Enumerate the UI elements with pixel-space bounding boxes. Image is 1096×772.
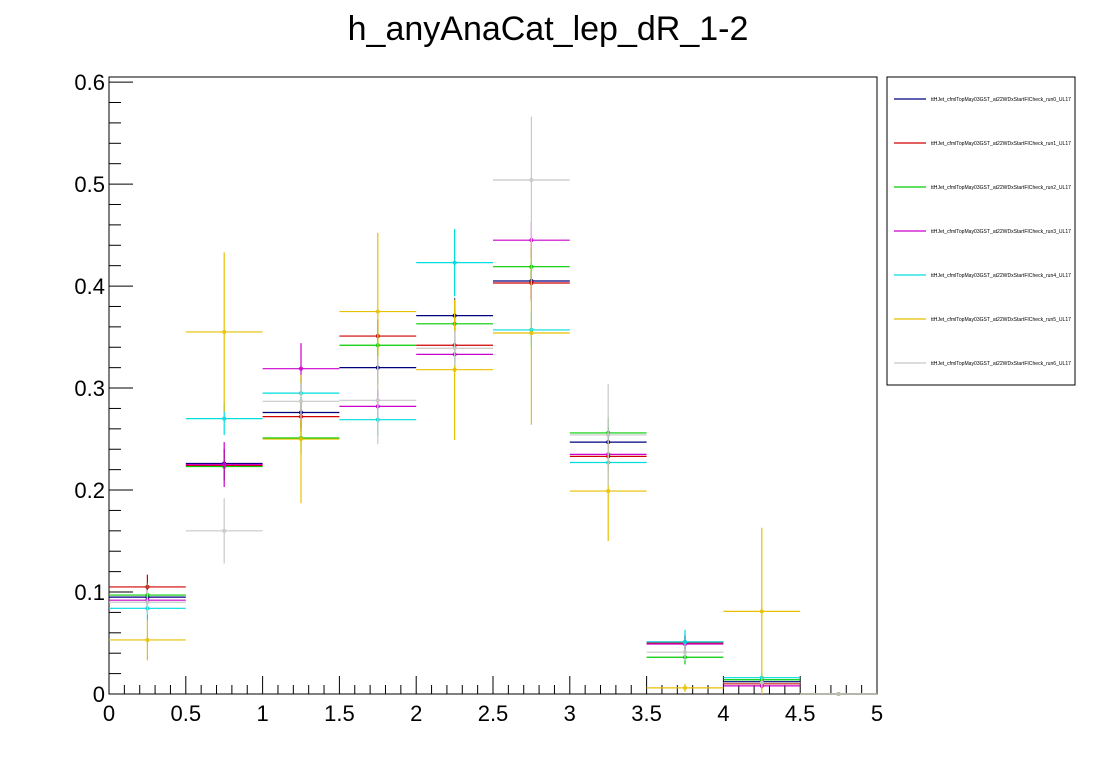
x-tick-label: 0.5 (171, 701, 202, 726)
legend-entry: ttHJet_cfmlTopMay03GST_at22WDxStartFIChe… (894, 317, 1071, 323)
data-point (452, 346, 457, 351)
data-point (375, 309, 380, 314)
x-tick-label: 0 (103, 701, 115, 726)
data-point (145, 637, 150, 642)
legend-entry: ttHJet_cfmlTopMay03GST_at22WDxStartFIChe… (894, 141, 1071, 147)
x-tick-label: 3 (564, 701, 576, 726)
data-point (222, 416, 227, 421)
y-tick-label: 0.5 (74, 172, 105, 197)
x-tick-label: 2.5 (478, 701, 509, 726)
data-point (606, 489, 611, 494)
data-point (683, 685, 688, 690)
chart-title: h_anyAnaCat_lep_dR_1-2 (348, 10, 749, 48)
data-point (683, 650, 688, 655)
legend-entry: ttHJet_cfmlTopMay03GST_at22WDxStartFIChe… (894, 185, 1071, 191)
legend-label: ttHJet_cfmlTopMay03GST_at22WDxStartFIChe… (931, 185, 1071, 191)
y-tick-label: 0.3 (74, 376, 105, 401)
x-tick-label: 5 (871, 701, 883, 726)
y-axis: 0 0.1 0.2 0.3 0.4 0.5 0.6 (74, 70, 133, 707)
series-6 (109, 116, 877, 697)
x-tick-label: 1 (256, 701, 268, 726)
legend-entry: ttHJet_cfmlTopMay03GST_at22WDxStartFIChe… (894, 361, 1071, 367)
x-tick-label: 4.5 (785, 701, 816, 726)
x-tick-label: 3.5 (631, 701, 662, 726)
x-tick-label: 1.5 (324, 701, 355, 726)
data-point (222, 528, 227, 533)
data-point (375, 398, 380, 403)
legend-label: ttHJet_cfmlTopMay03GST_at22WDxStartFIChe… (931, 273, 1071, 279)
data-point (836, 692, 841, 697)
data-point (683, 639, 688, 644)
data-series (109, 116, 877, 697)
y-tick-label: 0.2 (74, 478, 105, 503)
data-point (529, 330, 534, 335)
legend-label: ttHJet_cfmlTopMay03GST_at22WDxStartFIChe… (931, 361, 1071, 367)
data-point (606, 432, 611, 437)
data-point (529, 178, 534, 183)
legend-entry: ttHJet_cfmlTopMay03GST_at22WDxStartFIChe… (894, 229, 1071, 235)
x-tick-label: 4 (717, 701, 729, 726)
data-point (298, 399, 303, 404)
data-point (222, 462, 227, 467)
legend-label: ttHJet_cfmlTopMay03GST_at22WDxStartFIChe… (931, 97, 1071, 103)
x-axis: 0 0.5 1 1.5 2 2.5 3 3.5 4 4.5 5 (103, 676, 883, 726)
y-tick-label: 0 (93, 682, 105, 707)
y-tick-label: 0.1 (74, 580, 105, 605)
legend: ttHJet_cfmlTopMay03GST_at22WDxStartFIChe… (886, 76, 1076, 386)
y-tick-label: 0.4 (74, 274, 105, 299)
data-point (452, 260, 457, 265)
data-point (145, 600, 150, 605)
data-point (222, 329, 227, 334)
legend-label: ttHJet_cfmlTopMay03GST_at22WDxStartFIChe… (931, 229, 1071, 235)
y-tick-label: 0.6 (74, 70, 105, 95)
data-point (298, 437, 303, 442)
legend-entry: ttHJet_cfmlTopMay03GST_at22WDxStartFIChe… (894, 273, 1071, 279)
legend-label: ttHJet_cfmlTopMay03GST_at22WDxStartFIChe… (931, 317, 1071, 323)
legend-entry: ttHJet_cfmlTopMay03GST_at22WDxStartFIChe… (894, 97, 1071, 103)
data-point (759, 680, 764, 685)
legend-label: ttHJet_cfmlTopMay03GST_at22WDxStartFIChe… (931, 141, 1071, 147)
data-point (452, 367, 457, 372)
data-point (298, 366, 303, 371)
data-point (759, 609, 764, 614)
x-tick-label: 2 (410, 701, 422, 726)
